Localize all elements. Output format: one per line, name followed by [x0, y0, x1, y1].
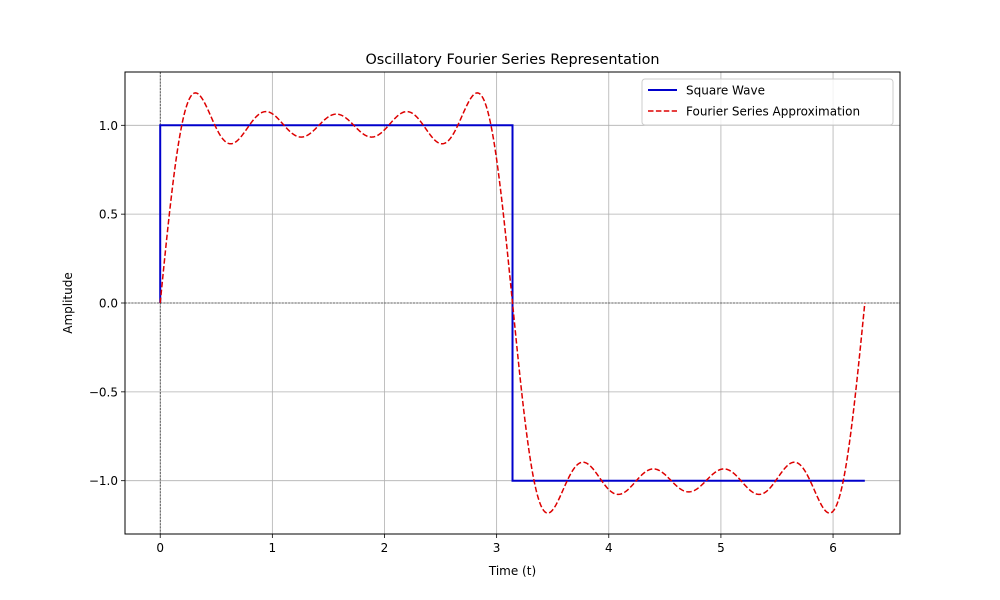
x-axis-label: Time (t): [488, 564, 536, 578]
legend: Square Wave Fourier Series Approximation: [641, 78, 894, 126]
x-tick-label: 4: [605, 541, 613, 555]
x-tick-label: 6: [829, 541, 837, 555]
x-tick-label: 5: [717, 541, 725, 555]
legend-label-fourier-approximation: Fourier Series Approximation: [686, 105, 860, 119]
y-tick-label: 0.0: [99, 297, 118, 311]
legend-label-square-wave: Square Wave: [686, 84, 765, 98]
y-axis-label: Amplitude: [61, 272, 75, 334]
y-tick-label: −1.0: [89, 474, 118, 488]
series-fourier-approximation: [159, 92, 866, 514]
chart-title: Oscillatory Fourier Series Representatio…: [365, 52, 659, 68]
legend-entry-square-wave: Square Wave: [648, 84, 765, 98]
series-square-wave: [159, 124, 865, 482]
x-axis-ticks: 0 1 2 3 4 5 6: [156, 534, 837, 555]
plot-series: [159, 92, 866, 514]
legend-entry-fourier-approximation: Fourier Series Approximation: [648, 105, 860, 119]
x-tick-label: 2: [381, 541, 389, 555]
x-tick-label: 0: [156, 541, 164, 555]
y-tick-label: −0.5: [89, 385, 118, 399]
x-tick-label: 3: [493, 541, 501, 555]
y-tick-label: 0.5: [99, 208, 118, 222]
legend-box: [641, 78, 894, 126]
y-tick-label: 1.0: [99, 119, 118, 133]
x-tick-label: 1: [269, 541, 277, 555]
y-axis-ticks: −1.0 −0.5 0.0 0.5 1.0: [89, 119, 125, 488]
